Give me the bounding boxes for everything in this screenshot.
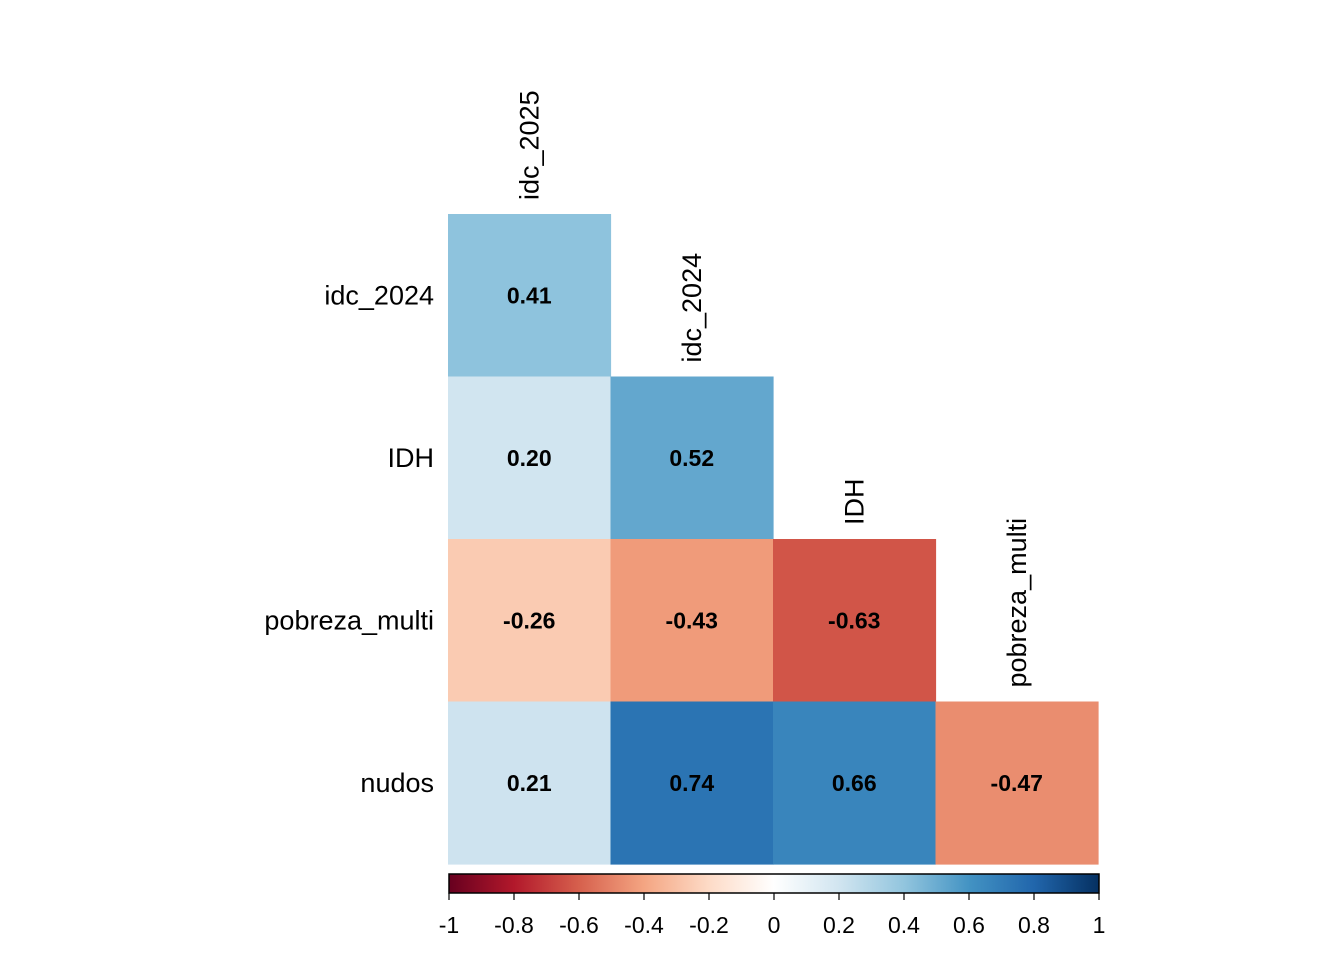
row-label: nudos (360, 768, 434, 798)
colorbar-tick-label: 0.6 (953, 912, 985, 938)
colorbar-gradient (448, 873, 1100, 894)
heatmap-cell (773, 701, 937, 865)
colorbar-tick-label: 0.2 (823, 912, 855, 938)
colorbar-tick-label: 1 (1093, 912, 1106, 938)
cell-value-label: 0.20 (507, 445, 552, 471)
heatmap-cell (448, 214, 612, 378)
cell-value-label: 0.52 (669, 445, 714, 471)
column-label: idc_2025 (514, 90, 544, 200)
heatmap-cell (610, 701, 774, 865)
row-label: idc_2024 (324, 280, 434, 310)
row-label: IDH (388, 443, 435, 473)
column-labels: idc_2025 idc_2024 IDH pobreza_multi (514, 90, 1032, 687)
colorbar-tick-label: -1 (439, 912, 459, 938)
column-label: IDH (839, 479, 869, 526)
cell-value-label: 0.66 (832, 770, 877, 796)
colorbar-tick-label: -0.8 (494, 912, 534, 938)
cell-value-label: 0.21 (507, 770, 552, 796)
cell-value-label: -0.63 (828, 607, 880, 633)
colorbar-tick-label: -0.4 (624, 912, 664, 938)
colorbar-tick-label: -0.6 (559, 912, 599, 938)
heatmap-cell (448, 701, 612, 865)
colorbar-tick-label: 0 (768, 912, 781, 938)
heatmap-cell (773, 539, 937, 703)
cell-value-label: 0.74 (669, 770, 714, 796)
heatmap-cell (610, 376, 774, 540)
cell-value-label: -0.26 (503, 607, 555, 633)
heatmap-cell (610, 539, 774, 703)
colorbar-tick-label: -0.2 (689, 912, 729, 938)
cell-value-label: -0.43 (666, 607, 718, 633)
heatmap-cell (935, 701, 1099, 865)
colorbar-tick-label: 0.4 (888, 912, 920, 938)
heatmap-cell (448, 376, 612, 540)
heatmap-cells: 0.41 0.20 0.52 -0.26 -0.43 -0.63 0.21 0.74 0.66 -… (448, 214, 1099, 865)
column-label: pobreza_multi (1002, 518, 1032, 688)
colorbar: -1 -0.8 -0.6 -0.4 -0.2 0 0.2 0.4 0.6 0.8 1 (439, 873, 1106, 938)
colorbar-tick-label: 0.8 (1018, 912, 1050, 938)
column-label: idc_2024 (677, 253, 707, 363)
cell-value-label: -0.47 (991, 770, 1043, 796)
row-label: pobreza_multi (264, 605, 434, 635)
heatmap-cell (448, 539, 612, 703)
cell-value-label: 0.41 (507, 282, 552, 308)
